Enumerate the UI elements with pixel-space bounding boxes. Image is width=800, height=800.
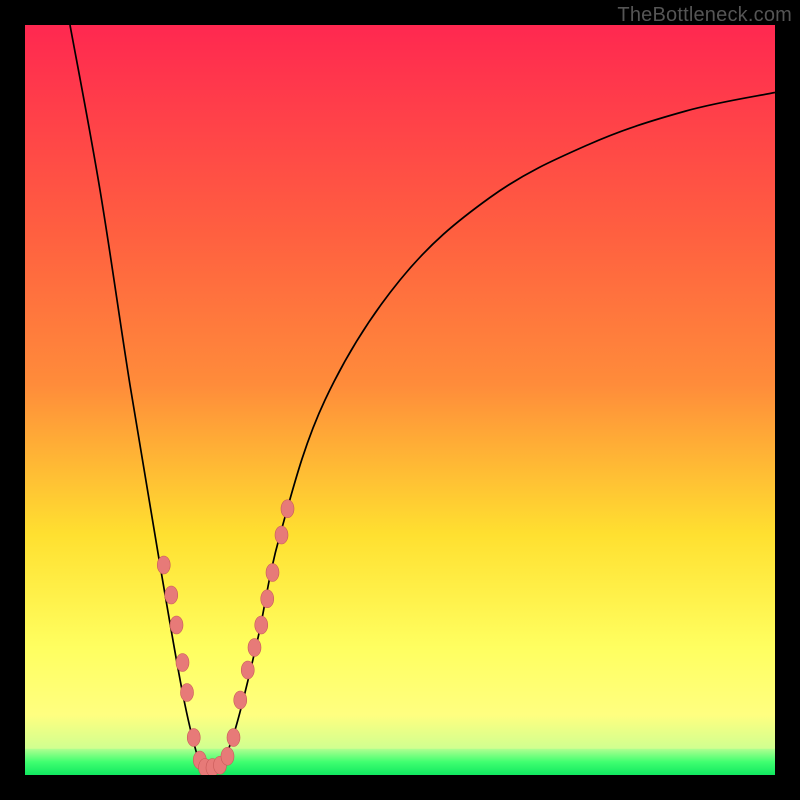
marker-point [261, 590, 274, 608]
marker-point [241, 661, 254, 679]
marker-point [165, 586, 178, 604]
marker-point [248, 639, 261, 657]
gradient-background [25, 25, 775, 775]
green-bottom-band [25, 749, 775, 775]
marker-point [266, 564, 279, 582]
marker-point [234, 691, 247, 709]
marker-point [227, 729, 240, 747]
marker-point [281, 500, 294, 518]
watermark-label: TheBottleneck.com [617, 4, 792, 27]
marker-point [181, 684, 194, 702]
marker-point [170, 616, 183, 634]
marker-point [157, 556, 170, 574]
marker-point [255, 616, 268, 634]
marker-point [176, 654, 189, 672]
marker-point [187, 729, 200, 747]
marker-point [275, 526, 288, 544]
bottleneck-chart [25, 25, 775, 775]
chart-container: TheBottleneck.com [0, 0, 800, 800]
marker-point [221, 747, 234, 765]
